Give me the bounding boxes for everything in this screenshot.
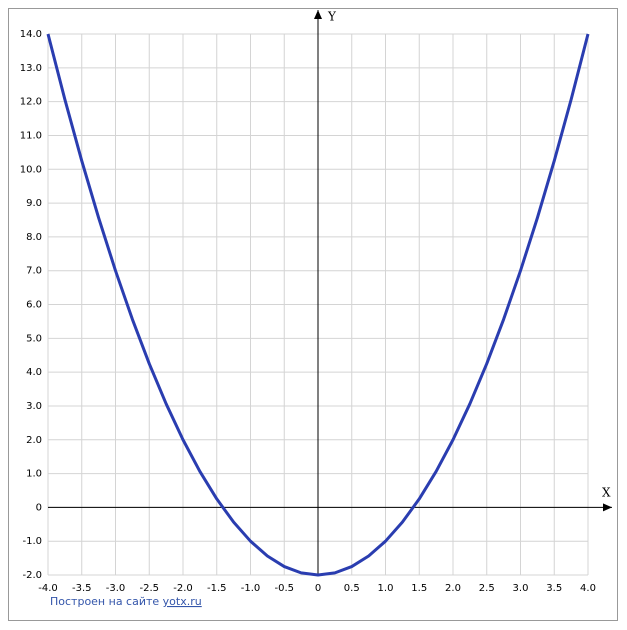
y-tick-label: 9.0: [26, 198, 42, 209]
y-tick-label: 7.0: [26, 266, 42, 277]
y-tick-label: 2.0: [26, 435, 42, 446]
x-tick-label: -2.0: [173, 583, 193, 594]
y-tick-label: 10.0: [20, 164, 42, 175]
x-tick-label: -3.5: [72, 583, 92, 594]
y-tick-label: 8.0: [26, 232, 42, 243]
x-tick-label: -3.0: [106, 583, 126, 594]
x-tick-label: 0: [315, 583, 321, 594]
x-tick-label: -1.5: [207, 583, 227, 594]
x-axis-label: X: [602, 486, 611, 500]
y-tick-label: -1.0: [22, 536, 42, 547]
y-axis-arrow: [314, 10, 322, 19]
frame: [8, 8, 618, 621]
x-tick-label: 2.5: [479, 583, 495, 594]
x-axis-arrow: [603, 503, 612, 512]
x-tick-label: 2.0: [445, 583, 461, 594]
y-tick-label: 3.0: [26, 401, 42, 412]
y-tick-label: 5.0: [26, 333, 42, 344]
y-tick-label: 12.0: [20, 97, 42, 108]
y-tick-label: 11.0: [20, 130, 42, 141]
x-tick-label: -1.0: [241, 583, 261, 594]
footer-text: Построен на сайте yotx.ru: [50, 595, 202, 608]
x-tick-label: 3.5: [546, 583, 562, 594]
y-tick-label: 14.0: [20, 29, 42, 40]
y-tick-label: 6.0: [26, 300, 42, 311]
x-tick-label: -0.5: [274, 583, 294, 594]
x-tick-label: 1.5: [411, 583, 427, 594]
x-tick-label: 0.5: [344, 583, 360, 594]
x-tick-label: 4.0: [580, 583, 596, 594]
y-tick-label: -2.0: [22, 570, 42, 581]
footer-link[interactable]: yotx.ru: [163, 595, 202, 608]
y-tick-label: 13.0: [20, 63, 42, 74]
x-tick-label: 3.0: [513, 583, 529, 594]
footer-caption: Построен на сайте: [50, 595, 159, 608]
x-tick-label: -4.0: [38, 583, 58, 594]
x-tick-label: 1.0: [378, 583, 394, 594]
line-series: [46, 33, 590, 577]
y-axis-label: Y: [327, 10, 337, 24]
y-tick-label: 4.0: [26, 367, 42, 378]
y-tick-label: 0: [36, 502, 42, 513]
x-tick-label: -2.5: [139, 583, 159, 594]
y-tick-label: 1.0: [26, 469, 42, 480]
